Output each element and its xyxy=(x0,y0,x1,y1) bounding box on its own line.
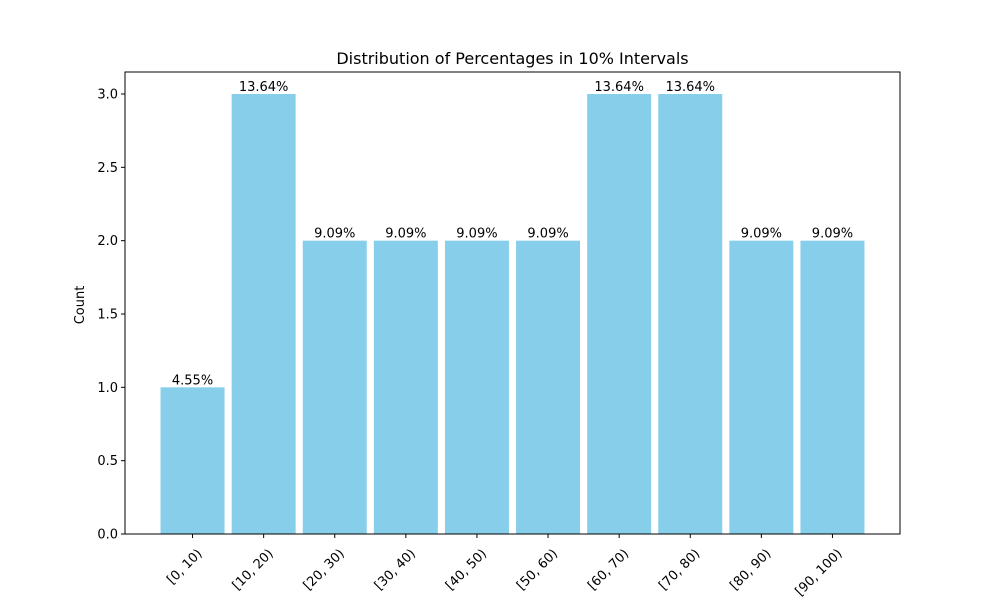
y-tick-label: 3.0 xyxy=(97,88,118,103)
x-tick-label: [30, 40) xyxy=(372,546,419,593)
bar xyxy=(231,94,296,534)
x-tick-label: [80, 90) xyxy=(727,546,774,593)
bar-value-label: 9.09% xyxy=(812,227,853,242)
bar-value-label: 9.09% xyxy=(741,227,782,242)
data-labels-group: 4.55% 13.64% 9.09% 9.09% 9.09% 9.09% 13.64% 13.… xyxy=(172,80,853,388)
bar-value-label: 9.09% xyxy=(314,227,355,242)
bar-value-label: 9.09% xyxy=(527,227,568,242)
y-tick-label: 0.5 xyxy=(97,454,118,469)
y-tick-label: 2.0 xyxy=(97,234,118,249)
y-tick-label: 0.0 xyxy=(97,528,118,543)
bar xyxy=(373,240,438,534)
y-tick-label: 1.0 xyxy=(97,381,118,396)
bar-value-label: 9.09% xyxy=(456,227,497,242)
bar xyxy=(729,240,794,534)
bar xyxy=(800,240,865,534)
y-axis-ticks: 0.0 0.5 1.0 1.5 2.0 2.5 3.0 xyxy=(97,88,125,543)
x-tick-label: [70, 80) xyxy=(656,546,703,593)
bar xyxy=(444,240,509,534)
bars-group xyxy=(160,94,865,534)
x-tick-label: [0, 10) xyxy=(164,546,205,587)
x-tick-label: [90, 100) xyxy=(793,546,846,599)
bar xyxy=(516,240,581,534)
bar-value-label: 13.64% xyxy=(665,80,715,95)
bar xyxy=(302,240,367,534)
x-tick-label: [50, 60) xyxy=(514,546,561,593)
bar-value-label: 13.64% xyxy=(239,80,289,95)
bar-value-label: 9.09% xyxy=(385,227,426,242)
plot-frame xyxy=(124,71,901,535)
bar xyxy=(160,387,225,534)
x-tick-label: [20, 30) xyxy=(301,546,348,593)
y-tick-label: 1.5 xyxy=(97,308,118,323)
bar-value-label: 4.55% xyxy=(172,373,213,388)
chart-title: Distribution of Percentages in 10% Inter… xyxy=(336,49,688,68)
y-axis-label: Count xyxy=(73,286,88,325)
x-axis-ticks: [0, 10) [10, 20) [20, 30) [30, 40) [40, 50) [… xyxy=(164,534,846,599)
x-tick-label: [10, 20) xyxy=(230,546,277,593)
x-tick-label: [40, 50) xyxy=(443,546,490,593)
bar-value-label: 13.64% xyxy=(594,80,644,95)
bar xyxy=(587,94,652,534)
x-tick-label: [60, 70) xyxy=(585,546,632,593)
bar xyxy=(658,94,723,534)
y-tick-label: 2.5 xyxy=(97,161,118,176)
